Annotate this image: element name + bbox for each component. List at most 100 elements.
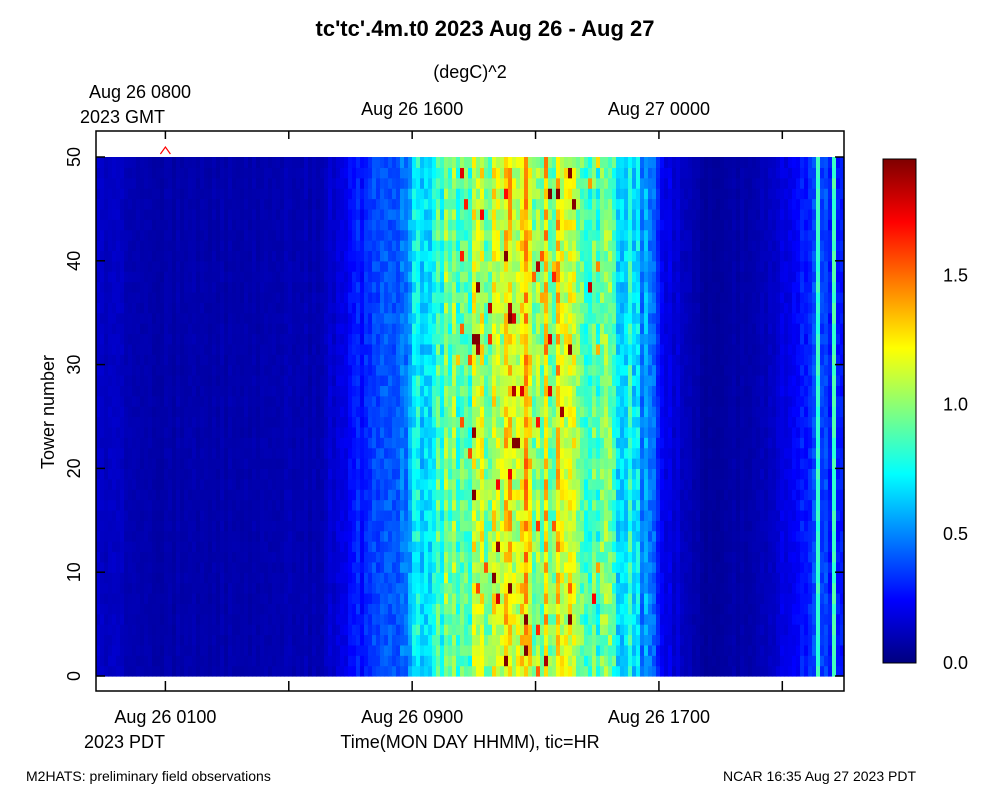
- heatmap-cell: [380, 478, 385, 490]
- heatmap-cell: [164, 613, 169, 625]
- heatmap-cell: [488, 385, 493, 397]
- heatmap-cell: [100, 385, 105, 397]
- heatmap-cell: [256, 219, 261, 231]
- heatmap-cell: [120, 509, 125, 521]
- heatmap-cell: [456, 458, 461, 469]
- heatmap-cell: [192, 333, 197, 345]
- heatmap-cell: [140, 530, 145, 542]
- heatmap-cell: [448, 478, 453, 490]
- heatmap-cell: [456, 509, 461, 521]
- heatmap-cell: [456, 447, 461, 459]
- heatmap-cell: [300, 426, 305, 438]
- heatmap-cell: [420, 208, 425, 220]
- heatmap-cell: [460, 291, 465, 303]
- heatmap-cell: [428, 613, 433, 625]
- heatmap-cell: [252, 250, 257, 262]
- heatmap-cell: [472, 458, 477, 469]
- heatmap-cell: [468, 312, 473, 324]
- heatmap-cell: [456, 229, 461, 241]
- heatmap-cell: [392, 665, 397, 677]
- heatmap-cell: [352, 426, 357, 438]
- heatmap-cell: [476, 208, 481, 220]
- heatmap-cell: [128, 157, 133, 168]
- heatmap-cell: [360, 426, 365, 438]
- heatmap-cell: [404, 561, 409, 573]
- heatmap-cell: [388, 489, 393, 501]
- heatmap-cell: [96, 198, 101, 210]
- heatmap-cell: [164, 592, 169, 604]
- heatmap-cell: [104, 551, 109, 563]
- heatmap-cell: [136, 281, 141, 293]
- heatmap-cell: [360, 240, 365, 252]
- heatmap-cell: [416, 312, 421, 324]
- heatmap-cell: [132, 447, 137, 459]
- heatmap-cell: [140, 250, 145, 262]
- heatmap-cell: [416, 291, 421, 303]
- heatmap-cell: [248, 250, 253, 262]
- heatmap-cell: [228, 561, 233, 573]
- heatmap-cell: [324, 157, 329, 168]
- heatmap-cell: [336, 509, 341, 521]
- heatmap-cell: [204, 592, 209, 604]
- heatmap-cell: [216, 509, 221, 521]
- heatmap-cell: [252, 343, 257, 355]
- heatmap-cell: [220, 198, 225, 210]
- heatmap-cell: [428, 624, 433, 636]
- heatmap-cell: [448, 229, 453, 241]
- heatmap-cell: [476, 260, 481, 272]
- heatmap-cell: [312, 333, 317, 345]
- heatmap-cell: [140, 333, 145, 345]
- heatmap-cell: [232, 603, 237, 615]
- heatmap-cell: [468, 291, 473, 303]
- heatmap-cell: [304, 489, 309, 501]
- heatmap-cell: [308, 250, 313, 262]
- heatmap-cell: [388, 177, 393, 189]
- heatmap-cell: [404, 281, 409, 293]
- heatmap-cell: [272, 395, 277, 407]
- heatmap-cell: [428, 250, 433, 262]
- heatmap-cell: [280, 478, 285, 490]
- heatmap-cell: [336, 281, 341, 293]
- heatmap-cell: [228, 572, 233, 584]
- heatmap-cell: [440, 395, 445, 407]
- heatmap-cell: [208, 561, 213, 573]
- heatmap-cell: [172, 281, 177, 293]
- heatmap-cell: [448, 312, 453, 324]
- heatmap-cell: [416, 343, 421, 355]
- heatmap-cell: [132, 458, 137, 469]
- heatmap-cell: [368, 509, 373, 521]
- heatmap-cell: [428, 374, 433, 386]
- heatmap-cell: [460, 364, 465, 376]
- heatmap-cell: [308, 198, 313, 210]
- heatmap-cell: [316, 613, 321, 625]
- heatmap-cell: [344, 665, 349, 677]
- heatmap-cell: [292, 354, 297, 366]
- heatmap-cell: [392, 364, 397, 376]
- heatmap-cell: [476, 561, 481, 573]
- heatmap-cell: [248, 271, 253, 283]
- heatmap-cell: [280, 634, 285, 646]
- heatmap-cell: [148, 665, 153, 677]
- heatmap-cell: [156, 343, 161, 355]
- heatmap-cell: [324, 426, 329, 438]
- heatmap-cell: [116, 260, 121, 272]
- heatmap-cell: [416, 364, 421, 376]
- heatmap-cell: [312, 157, 317, 168]
- heatmap-cell: [116, 509, 121, 521]
- heatmap-cell: [260, 343, 265, 355]
- heatmap-cell: [248, 219, 253, 231]
- heatmap-cell: [324, 374, 329, 386]
- heatmap-cell: [480, 406, 485, 418]
- heatmap-cell: [100, 520, 105, 532]
- heatmap-cell: [428, 644, 433, 656]
- heatmap-cell: [344, 406, 349, 418]
- heatmap-cell: [392, 530, 397, 542]
- heatmap-cell: [252, 478, 257, 490]
- heatmap-cell: [484, 260, 489, 272]
- heatmap-cell: [404, 188, 409, 200]
- heatmap-cell: [180, 250, 185, 262]
- heatmap-cell: [340, 416, 345, 428]
- heatmap-cell: [376, 291, 381, 303]
- heatmap-cell: [240, 323, 245, 335]
- heatmap-cell: [320, 323, 325, 335]
